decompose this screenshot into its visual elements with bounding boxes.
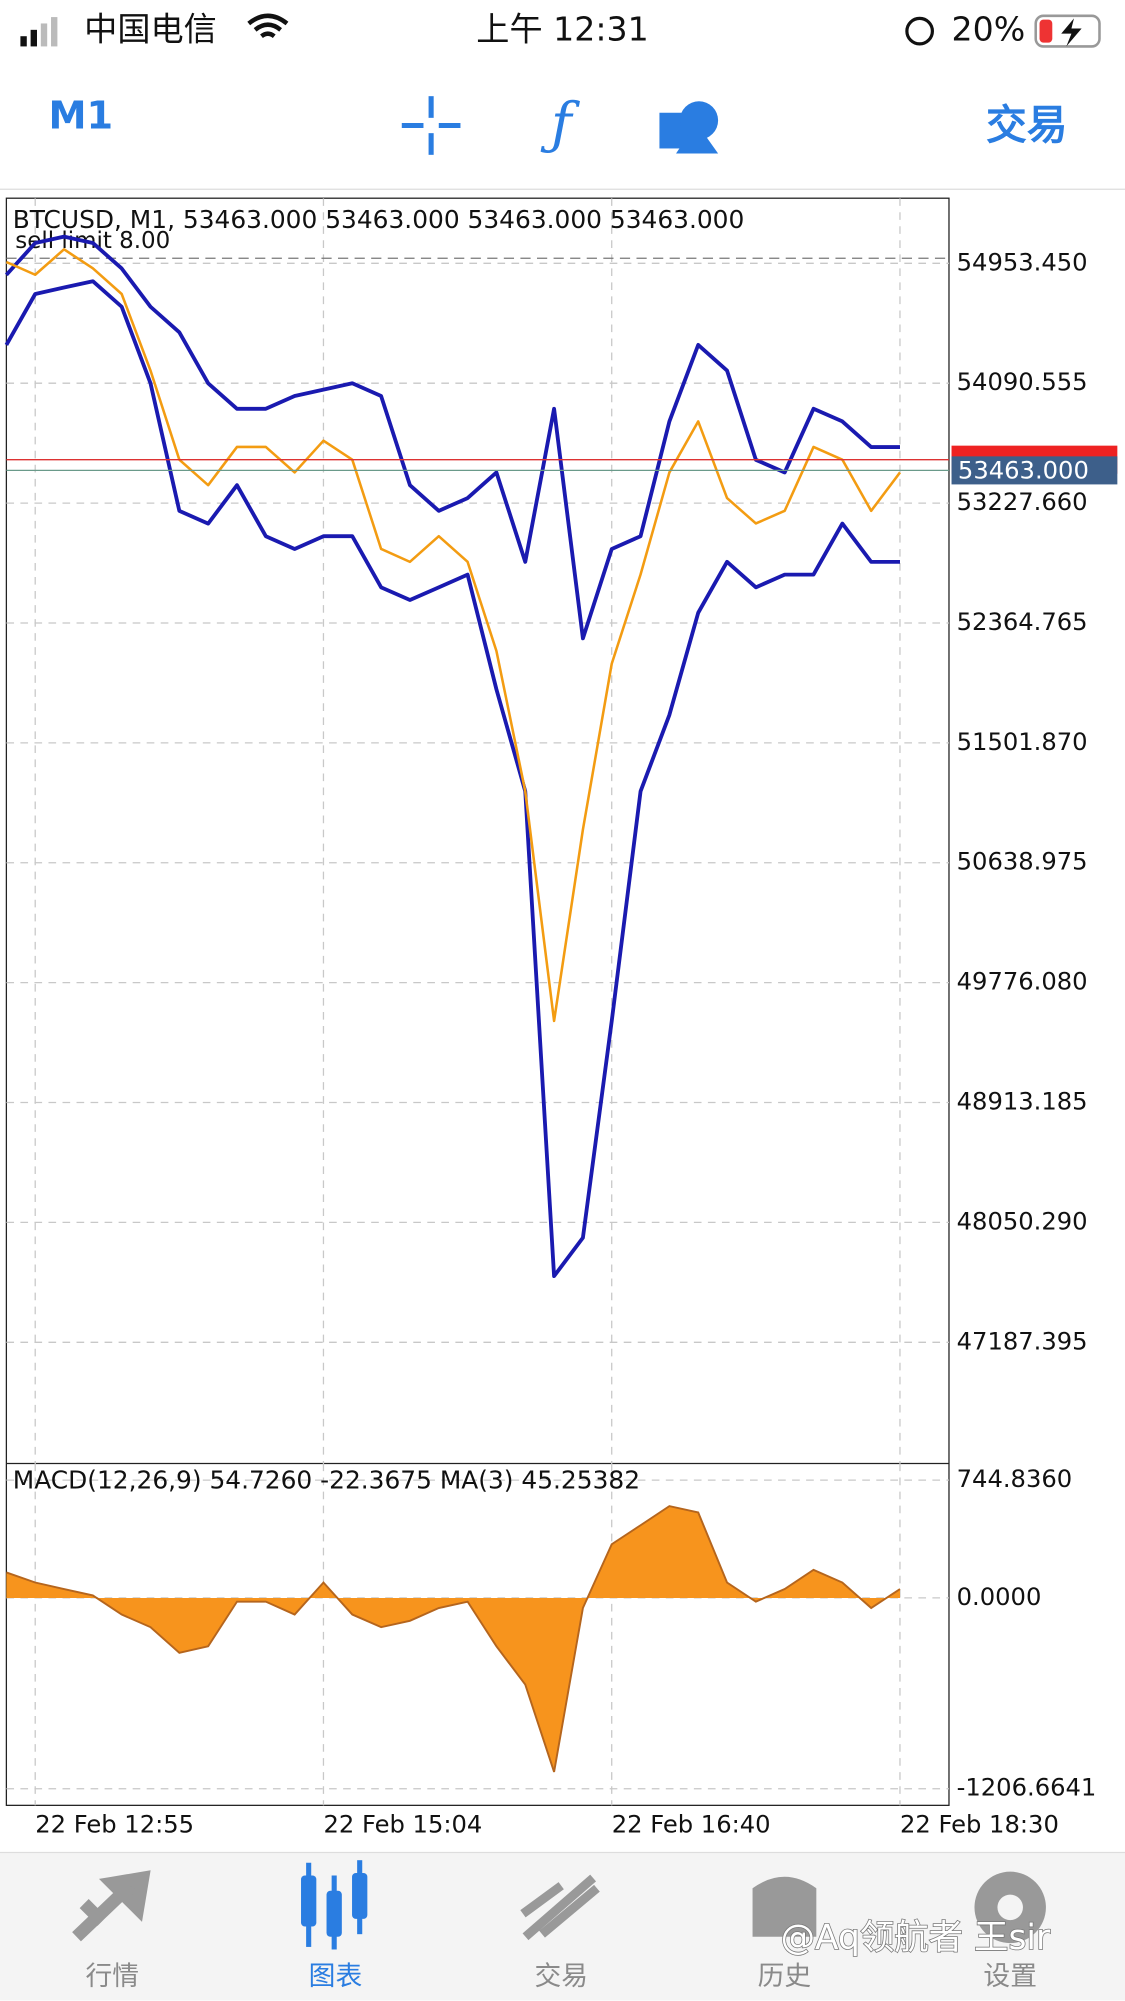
y-tick-label: 50638.975 (957, 848, 1088, 876)
y-tick-label: 48050.290 (957, 1207, 1088, 1235)
macd-line (6, 1505, 901, 1773)
wifi-icon (247, 13, 289, 39)
tab-label[interactable]: 设置 (983, 1961, 1037, 1992)
timeframe-button[interactable]: M1 (48, 93, 113, 138)
x-tick-label: 22 Feb 15:04 (323, 1811, 482, 1839)
series-line (5, 248, 902, 1023)
lock-icon (905, 16, 934, 46)
carrier: 中国电信 (84, 10, 217, 49)
chart-title: MACD(12,26,9) 54.7260 -22.3675 MA(3) 45.… (13, 1465, 640, 1494)
price-box (951, 456, 1118, 485)
chart-title: BTCUSD, M1, 53463.000 53463.000 53463.00… (13, 205, 745, 234)
signal-bar (51, 17, 58, 47)
y-tick-label: 48913.185 (957, 1088, 1088, 1116)
clock: 上午 12:31 (476, 10, 648, 49)
macd-area (6, 1506, 900, 1772)
signal-bar (20, 36, 27, 47)
toolbar: M1 ƒ 交易 (0, 92, 1125, 190)
y-tick-label: 52364.765 (957, 608, 1088, 636)
signal-bar (30, 29, 37, 47)
chart-frame (5, 197, 950, 1806)
y-tick-label: -1206.6641 (957, 1774, 1097, 1802)
status-bar: 中国电信 上午 12:31 20% (20, 10, 1101, 49)
tab-label[interactable]: 交易 (534, 1961, 588, 1992)
tab-label[interactable]: 图表 (309, 1961, 363, 1992)
price-label: 53463.000 (958, 457, 1089, 485)
history-icon (752, 1876, 817, 1937)
objects-button[interactable] (659, 101, 719, 154)
chart: 54953.450 54090.555 53227.660 52364.765 5150… (4, 198, 1118, 1839)
battery-level (1039, 19, 1053, 43)
charging-icon (1061, 18, 1082, 47)
series-line (4, 234, 900, 641)
crosshair-button[interactable] (401, 96, 461, 155)
y-tick-label: 49776.080 (957, 968, 1088, 996)
settings-icon-hole (997, 1894, 1023, 1921)
y-tick-label: 47187.395 (957, 1327, 1088, 1355)
signal-bar (40, 23, 48, 47)
indicator-button[interactable]: ƒ (540, 92, 581, 157)
y-tick-label: 53227.660 (957, 488, 1088, 516)
y-tick-label: 0.0000 (957, 1583, 1042, 1611)
tab-bar-bg (0, 1852, 1125, 2001)
y-tick-label: 51501.870 (957, 728, 1088, 756)
tab-label[interactable]: 行情 (85, 1961, 139, 1992)
tab-bar (0, 1851, 1125, 2001)
y-tick-label: 54090.555 (957, 368, 1088, 396)
quotes-icon (72, 1870, 151, 1942)
battery-text: 20% (952, 10, 1026, 49)
tab-label[interactable]: 历史 (758, 1961, 812, 1992)
trade-icon (520, 1874, 600, 1941)
watermark: @Aq领航者 王sir (781, 1918, 1051, 1958)
trade-button[interactable]: 交易 (986, 101, 1068, 149)
x-tick-label: 22 Feb 12:55 (35, 1811, 194, 1839)
x-tick-label: 22 Feb 18:30 (900, 1811, 1059, 1839)
series-line (4, 279, 900, 1279)
battery (1034, 14, 1101, 48)
y-tick-label: 54953.450 (957, 248, 1088, 276)
y-tick-label: 744.8360 (957, 1465, 1073, 1493)
chart-icon (301, 1860, 368, 1950)
x-tick-label: 22 Feb 16:40 (612, 1811, 771, 1839)
